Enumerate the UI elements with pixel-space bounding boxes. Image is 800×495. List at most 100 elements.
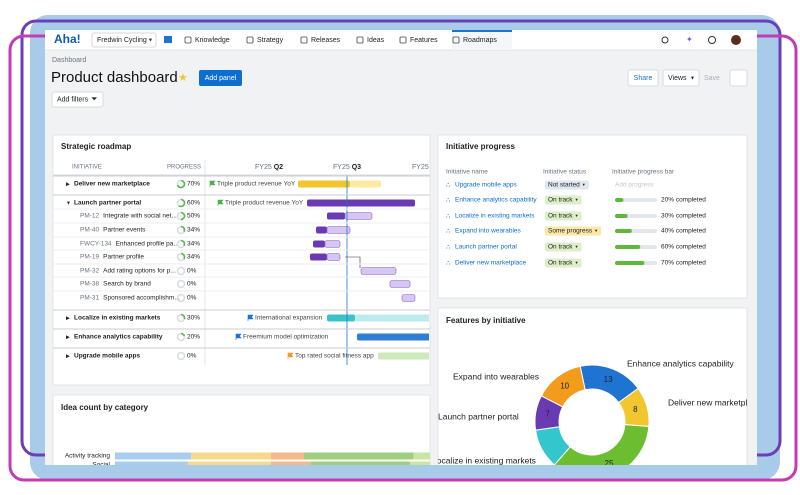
search-icon[interactable] <box>661 36 669 44</box>
status-label[interactable]: Not started <box>548 182 580 189</box>
initiative-link[interactable]: Enhance analytics capability <box>455 197 537 204</box>
timeline-bar[interactable] <box>389 280 411 288</box>
menu-icon[interactable] <box>164 36 172 43</box>
expander[interactable]: ▼ <box>66 200 71 206</box>
status-label[interactable]: On track <box>548 244 573 251</box>
item-name[interactable]: Integrate with social net... <box>103 213 177 220</box>
nav-icon[interactable] <box>452 36 460 44</box>
timeline-bar[interactable] <box>355 314 432 322</box>
star[interactable]: ★ <box>178 72 188 84</box>
nav-icon[interactable] <box>300 36 308 44</box>
expander[interactable]: ▶ <box>66 353 70 359</box>
save-label[interactable]: Save <box>704 75 720 82</box>
bar-segment[interactable] <box>310 461 411 469</box>
item-name[interactable]: Partner profile <box>103 254 144 261</box>
timeline-bar[interactable] <box>360 267 397 275</box>
status-pill[interactable] <box>545 195 582 205</box>
progress-label: 20% <box>187 334 200 341</box>
share-label[interactable]: Share <box>634 75 653 82</box>
nav-item[interactable]: Releases <box>311 37 341 44</box>
timeline-bar[interactable] <box>327 212 345 220</box>
timeline-bar[interactable] <box>316 226 327 234</box>
bar-segment[interactable] <box>187 461 271 469</box>
nav-icon[interactable] <box>399 36 407 44</box>
initiative-name[interactable]: Deliver new marketplace <box>74 181 150 188</box>
nav-icon[interactable] <box>246 36 254 44</box>
donut-segment[interactable] <box>540 365 586 408</box>
donut-segment[interactable] <box>553 424 650 479</box>
timeline-bar[interactable] <box>344 212 373 220</box>
bar-segment[interactable] <box>115 452 192 460</box>
timeline-bar[interactable] <box>310 253 327 261</box>
status-label[interactable]: On track <box>548 197 573 204</box>
expander[interactable]: ▶ <box>66 315 70 321</box>
status-pill[interactable] <box>545 226 602 236</box>
nav-item[interactable]: Features <box>410 37 438 44</box>
bar-segment[interactable] <box>410 461 430 469</box>
add-filters-button[interactable] <box>51 91 104 108</box>
avatar[interactable] <box>731 35 741 45</box>
timeline-bar[interactable] <box>401 294 416 302</box>
breadcrumb[interactable]: Dashboard <box>52 57 86 64</box>
add-filters-label[interactable]: Add filters <box>57 96 89 103</box>
nav-item[interactable]: Ideas <box>367 37 385 44</box>
timeline-bar[interactable] <box>298 180 350 188</box>
expander[interactable]: ▶ <box>66 334 70 340</box>
nav-item[interactable]: Roadmaps <box>463 37 497 44</box>
status-label[interactable]: On track <box>548 213 573 220</box>
logo[interactable]: Aha! <box>54 32 81 46</box>
category-label: Launch partner portal <box>438 411 519 421</box>
initiative-name[interactable]: Upgrade mobile apps <box>74 353 140 360</box>
views-label[interactable]: Views <box>668 75 687 82</box>
item-name[interactable]: Add rating options for p... <box>103 268 176 275</box>
timeline-bar[interactable] <box>350 180 381 188</box>
ai-icon[interactable]: ✦ <box>686 35 693 44</box>
bar-segment[interactable] <box>115 461 188 469</box>
timeline-bar[interactable] <box>378 352 432 360</box>
bar-segment[interactable] <box>270 452 304 460</box>
initiative-link[interactable]: Launch partner portal <box>455 244 517 251</box>
share-button[interactable] <box>627 69 659 87</box>
item-name[interactable]: Enhanced profile pa... <box>116 241 179 248</box>
timeline-bar[interactable] <box>324 240 341 248</box>
initiative-link[interactable]: Deliver new marketplace <box>455 260 527 267</box>
initiative-name[interactable]: Localize in existing markets <box>74 315 161 322</box>
nav-item[interactable]: Strategy <box>257 37 284 44</box>
item-name[interactable]: Sponsored accomplishm... <box>103 295 180 302</box>
timeline-bar[interactable] <box>327 314 355 322</box>
help-icon[interactable] <box>708 36 716 44</box>
add-panel-label[interactable]: Add panel <box>205 75 237 82</box>
initiative-name[interactable]: Enhance analytics capability <box>74 334 163 341</box>
workspace-select[interactable] <box>91 32 157 48</box>
bar-segment[interactable] <box>270 461 311 469</box>
timeline-bar[interactable] <box>326 226 351 234</box>
item-name[interactable]: Partner events <box>103 227 146 234</box>
add-panel-button[interactable] <box>199 70 242 86</box>
nav-icon[interactable] <box>184 36 192 44</box>
item-name[interactable]: Search by brand <box>103 281 151 288</box>
timeline-bar[interactable] <box>313 240 325 248</box>
views-button[interactable] <box>662 69 700 87</box>
status-pill[interactable] <box>545 242 582 252</box>
bar-segment[interactable] <box>413 452 430 460</box>
status-pill[interactable] <box>545 258 582 268</box>
status-label[interactable]: On track <box>548 260 573 267</box>
nav-item[interactable]: Knowledge <box>195 37 230 44</box>
status-pill[interactable] <box>545 211 582 221</box>
nav-icon[interactable] <box>356 36 364 44</box>
timeline-bar[interactable] <box>307 199 415 207</box>
timeline-bar[interactable] <box>326 253 341 261</box>
initiative-link[interactable]: Expand into wearables <box>455 228 522 235</box>
initiative-link[interactable]: Upgrade mobile apps <box>455 182 518 189</box>
bar-segment[interactable] <box>191 452 271 460</box>
export-button[interactable] <box>729 69 748 87</box>
initiative-link[interactable]: Localize in existing markets <box>455 213 535 220</box>
initiative-name[interactable]: Launch partner portal <box>74 200 141 207</box>
timeline-bar[interactable] <box>357 333 432 341</box>
bar-segment[interactable] <box>304 452 414 460</box>
expander[interactable]: ▶ <box>66 181 70 187</box>
status-pill[interactable] <box>545 180 589 190</box>
status-label[interactable]: Some progress <box>548 228 593 235</box>
progress-placeholder[interactable]: Add progress <box>615 182 654 189</box>
workspace[interactable]: Fredwin Cycling <box>97 37 147 44</box>
